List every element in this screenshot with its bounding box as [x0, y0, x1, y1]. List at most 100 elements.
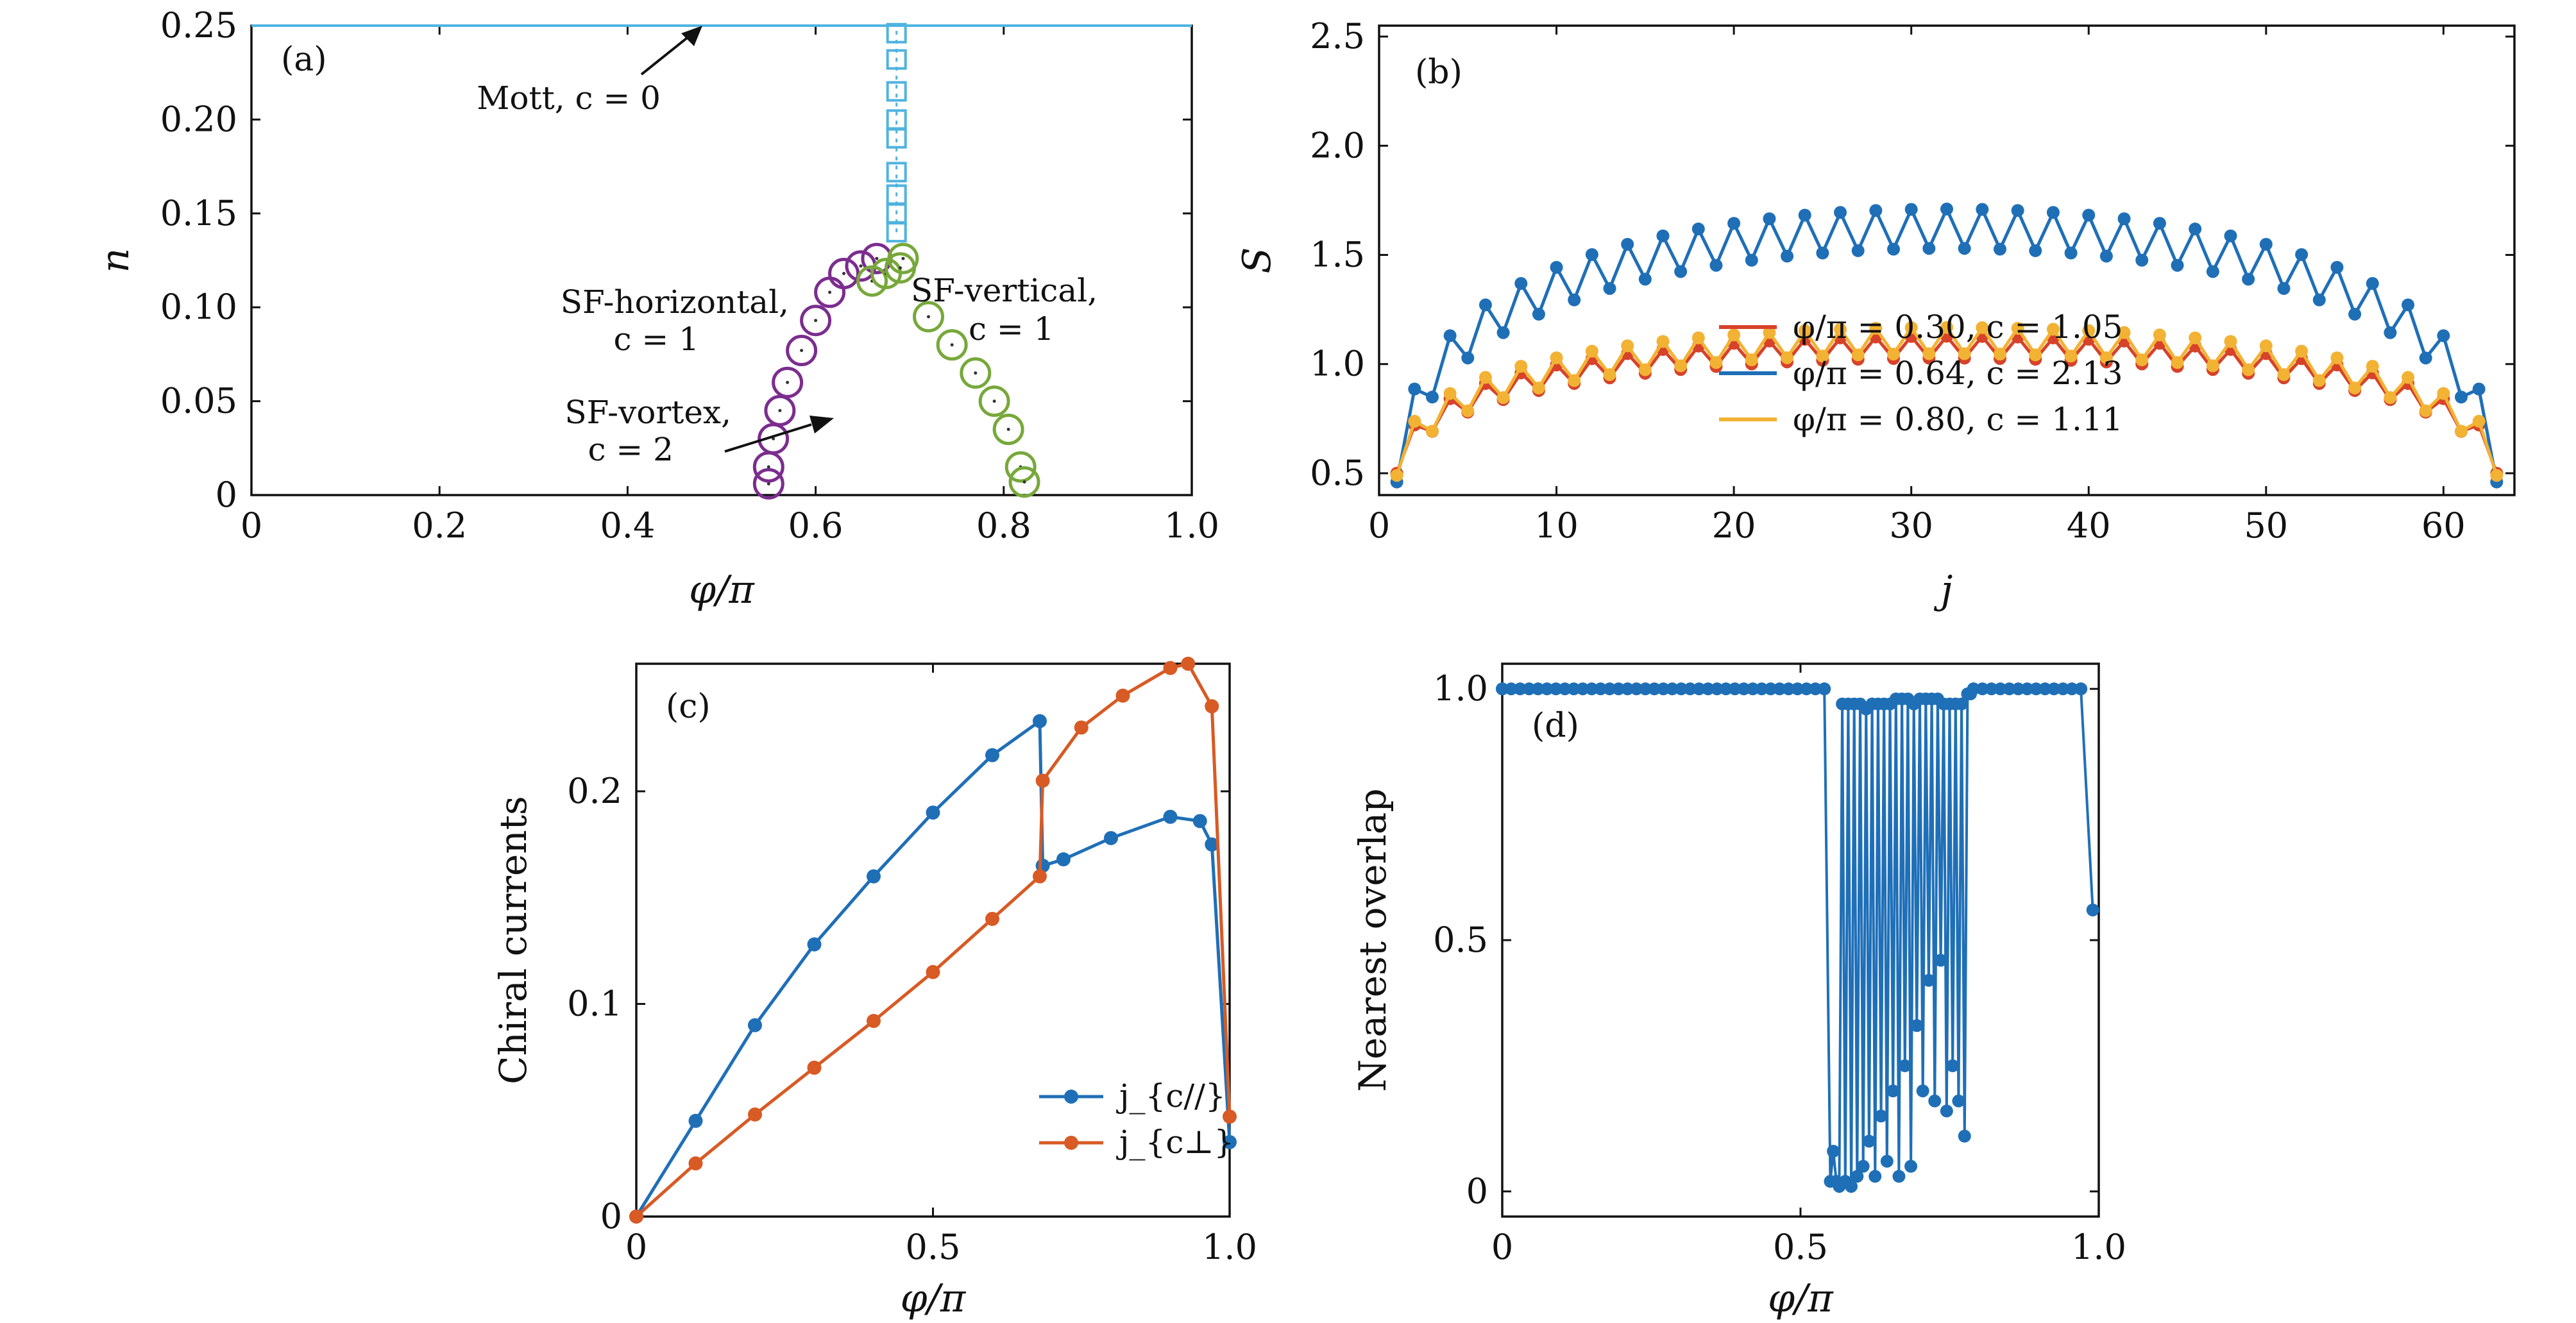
legend-label: φ/π = 0.64, c = 2.13	[1793, 355, 2123, 392]
data-point	[2003, 682, 2016, 696]
data-point	[1928, 1094, 1942, 1108]
data-point	[1648, 682, 1661, 696]
data-point	[2082, 208, 2096, 222]
data-point	[1550, 260, 1563, 274]
x-tick-label: 0.6	[788, 505, 843, 546]
data-point	[1496, 391, 1510, 405]
y-axis-label: Chiral currents	[491, 796, 535, 1084]
data-point	[1568, 374, 1581, 387]
data-point	[2029, 244, 2042, 257]
panel-c: 0 0.5 1.0 0 0.1 0.2 φ/π Chiral currents (c) j_{c/…	[491, 657, 1257, 1321]
series-line	[1502, 687, 2094, 1192]
data-point	[1993, 242, 2006, 256]
data-point	[1674, 265, 1688, 278]
data-point	[1621, 237, 1634, 251]
data-point	[1809, 682, 1822, 696]
data-point	[2021, 682, 2034, 696]
x-tick-label: 1.0	[2071, 1227, 2126, 1267]
data-point-center	[901, 257, 905, 260]
data-point	[1513, 682, 1527, 696]
data-point	[926, 965, 940, 979]
data-point	[752, 468, 784, 500]
x-axis-label: φ/π	[901, 1276, 967, 1321]
data-point	[2189, 223, 2202, 236]
data-point	[800, 305, 832, 337]
data-point	[1621, 682, 1634, 696]
data-point	[1691, 331, 1705, 344]
x-axis-label: φ/π	[1768, 1276, 1834, 1321]
data-point	[2242, 363, 2255, 376]
data-point	[1192, 814, 1207, 829]
data-point	[1746, 682, 1759, 696]
data-point	[2330, 351, 2344, 364]
data-point	[1745, 353, 1758, 367]
data-point	[992, 414, 1024, 446]
data-point	[1576, 682, 1589, 696]
x-tick-label: 0.2	[412, 505, 467, 546]
data-point-center	[875, 257, 879, 260]
annotation-arrow	[724, 423, 812, 453]
plot-frame	[1501, 662, 2100, 1218]
data-point-center	[814, 319, 818, 323]
data-point	[1223, 1109, 1237, 1124]
x-tick-label: 0	[1491, 1227, 1513, 1267]
data-point	[1869, 321, 1883, 335]
data-point	[2011, 321, 2024, 335]
data-point	[1727, 328, 1741, 342]
data-point	[1976, 682, 1989, 696]
data-point-center	[950, 343, 954, 347]
data-point	[1904, 321, 1918, 334]
data-point	[2012, 682, 2025, 696]
data-point	[2366, 277, 2379, 291]
data-point	[2277, 282, 2291, 295]
data-point	[887, 242, 919, 274]
annotation-sf-horizontal: SF-horizontal,	[561, 283, 789, 321]
data-point	[2312, 293, 2326, 307]
data-point	[2472, 382, 2486, 396]
y-tick-label: 1.5	[1310, 234, 1365, 274]
data-point	[828, 257, 860, 289]
data-point	[1074, 720, 1089, 735]
x-tick-label: 10	[1534, 505, 1579, 546]
data-point	[2490, 469, 2504, 482]
data-point	[1781, 351, 1794, 364]
data-point	[1692, 682, 1706, 696]
data-point	[1834, 323, 1847, 336]
x-axis-label: j	[1934, 568, 1953, 612]
data-point	[1461, 404, 1475, 417]
data-point-center	[828, 291, 832, 294]
data-point	[748, 1018, 762, 1032]
data-point	[1701, 682, 1715, 696]
data-point	[1798, 208, 1811, 222]
x-tick-label: 0	[241, 505, 262, 546]
data-point	[2135, 353, 2149, 367]
data-point	[1621, 339, 1634, 353]
data-point	[2295, 344, 2309, 358]
data-point	[1656, 335, 1670, 348]
data-point	[688, 1156, 703, 1171]
data-point	[1004, 451, 1037, 483]
x-tick-label: 0.5	[1773, 1227, 1828, 1267]
data-point	[1594, 682, 1607, 696]
data-point	[1709, 258, 1723, 272]
panel-label: (b)	[1415, 53, 1462, 92]
data-point	[1763, 212, 1776, 226]
annotation-arrow	[640, 32, 694, 76]
data-point	[1496, 682, 1509, 696]
data-point	[1496, 326, 1510, 339]
legend-label: φ/π = 0.30, c = 1.05	[1793, 308, 2123, 346]
data-point	[1994, 682, 2007, 696]
x-tick-label: 0.8	[976, 505, 1031, 546]
data-point	[1691, 223, 1705, 236]
data-point	[2171, 258, 2184, 272]
data-point	[1934, 954, 1947, 967]
data-point-center	[767, 465, 770, 469]
data-point	[748, 1107, 762, 1122]
data-point	[1567, 682, 1580, 696]
data-point	[2117, 212, 2131, 226]
data-point	[1035, 773, 1050, 788]
data-point	[1532, 307, 1545, 321]
data-point	[867, 869, 881, 884]
data-point	[2099, 249, 2113, 263]
